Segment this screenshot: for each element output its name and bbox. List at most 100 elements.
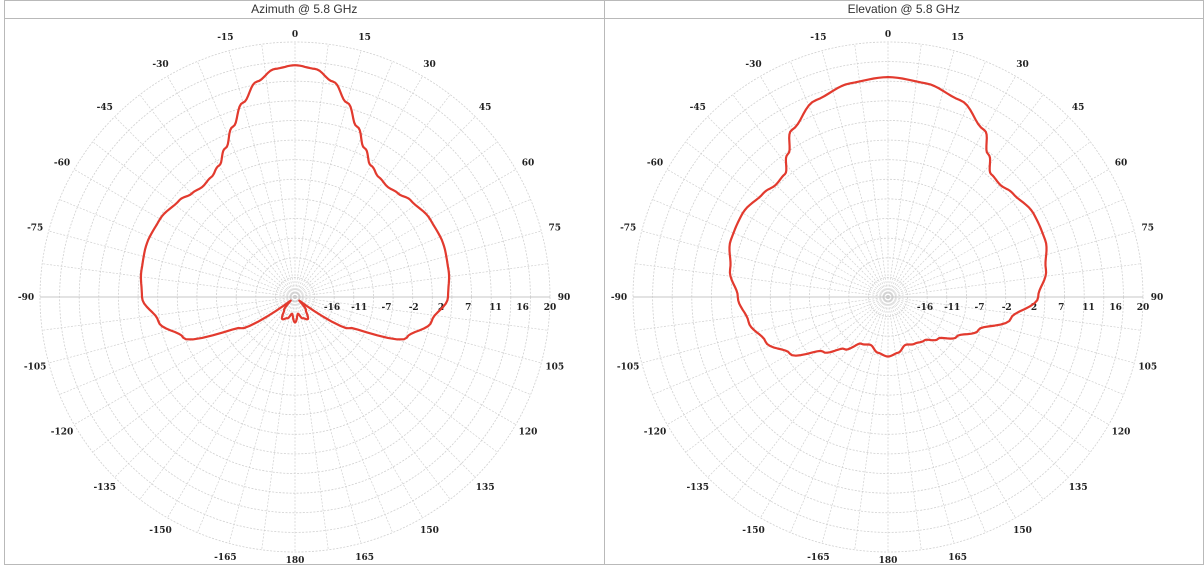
angle-tick-label: -90 [610, 293, 626, 303]
radial-tick-label: -2 [1001, 303, 1011, 313]
grid-spoke [262, 44, 295, 297]
angle-tick-label: 0 [884, 30, 890, 40]
radial-tick-label: 11 [489, 303, 502, 313]
angle-tick-label: 120 [519, 428, 538, 438]
grid-spoke [295, 231, 541, 297]
angle-tick-label: -75 [27, 223, 43, 233]
angle-tick-label: 105 [545, 363, 564, 373]
grid-spoke [790, 297, 888, 533]
grid-spoke [760, 297, 888, 518]
angle-tick-label: -30 [152, 60, 168, 70]
grid-spoke [295, 297, 548, 330]
angle-tick-label: 165 [355, 553, 374, 563]
radial-tick-label: -11 [944, 303, 960, 313]
radial-tick-label: -7 [382, 303, 392, 313]
angle-tick-label: 90 [1150, 293, 1163, 303]
angle-tick-label: -120 [51, 428, 74, 438]
radial-tick-label: 7 [465, 303, 471, 313]
angle-tick-label: 60 [1114, 159, 1127, 169]
grid-spoke [641, 231, 887, 297]
radial-tick-label: 7 [1058, 303, 1064, 313]
grid-spoke [888, 61, 986, 297]
grid-spoke [197, 61, 295, 297]
angle-tick-label: -150 [742, 526, 765, 536]
grid-spoke [888, 199, 1124, 297]
grid-spoke [822, 297, 888, 543]
grid-spoke [667, 297, 888, 425]
angle-tick-label: 75 [1141, 223, 1154, 233]
grid-spoke [74, 170, 295, 298]
grid-spoke [888, 297, 1016, 518]
grid-spoke [888, 231, 1134, 297]
grid-spoke [888, 297, 1068, 477]
angle-tick-label: -75 [620, 223, 636, 233]
angle-tick-label: -120 [643, 428, 666, 438]
angle-tick-label: 0 [292, 30, 298, 40]
grid-spoke [888, 297, 1109, 425]
radial-tick-label: 20 [1136, 303, 1149, 313]
grid-spoke [42, 297, 295, 330]
angle-tick-label: 15 [951, 33, 964, 43]
grid-spoke [707, 117, 887, 297]
angle-tick-label: -165 [214, 553, 237, 563]
angle-tick-label: 150 [420, 526, 439, 536]
grid-spoke [888, 76, 1016, 297]
grid-spoke [707, 297, 887, 477]
angle-tick-label: -135 [94, 483, 117, 493]
grid-spoke [888, 117, 1068, 297]
grid-spoke [295, 76, 423, 297]
grid-spoke [822, 51, 888, 297]
azimuth-title: Azimuth @ 5.8 GHz [5, 1, 605, 19]
grid-spoke [295, 170, 516, 298]
angle-tick-label: 150 [1013, 526, 1032, 536]
grid-spoke [295, 199, 531, 297]
grid-spoke [295, 297, 393, 533]
angle-tick-label: 135 [476, 483, 495, 493]
angle-tick-label: -150 [149, 526, 172, 536]
radial-tick-label: -11 [351, 303, 367, 313]
angle-tick-label: -45 [689, 103, 705, 113]
grid-spoke [168, 76, 296, 297]
grid-spoke [49, 231, 295, 297]
angle-tick-label: -135 [686, 483, 709, 493]
angle-tick-label: 30 [1016, 60, 1029, 70]
angle-tick-label: -105 [24, 363, 47, 373]
grid-spoke [59, 199, 295, 297]
grid-spoke [888, 297, 986, 533]
angle-tick-label: 75 [549, 223, 562, 233]
grid-spoke [295, 297, 361, 543]
grid-spoke [888, 51, 954, 297]
radial-tick-label: -7 [974, 303, 984, 313]
radial-tick-label: -16 [916, 303, 932, 313]
grid-spoke [295, 297, 516, 425]
grid-spoke [59, 297, 295, 395]
radial-tick-label: -16 [324, 303, 340, 313]
grid-spoke [854, 297, 887, 550]
angle-tick-label: -90 [18, 293, 34, 303]
charts-table: Azimuth @ 5.8 GHz Elevation @ 5.8 GHz 0 1… [4, 0, 1204, 565]
grid-spoke [667, 170, 888, 298]
angle-tick-label: -15 [810, 33, 826, 43]
grid-spoke [295, 61, 393, 297]
elevation-title: Elevation @ 5.8 GHz [604, 1, 1204, 19]
angle-tick-label: -105 [616, 363, 639, 373]
angle-tick-label: 15 [358, 33, 371, 43]
radial-tick-label: -2 [409, 303, 419, 313]
angle-tick-label: 165 [948, 553, 967, 563]
grid-spoke [652, 199, 888, 297]
angle-tick-label: 60 [522, 159, 535, 169]
grid-spoke [888, 297, 954, 543]
grid-spoke [641, 297, 887, 363]
grid-spoke [888, 170, 1109, 298]
grid-spoke [635, 297, 888, 330]
grid-spoke [295, 297, 475, 477]
angle-tick-label: 180 [878, 556, 897, 564]
radial-tick-label: 16 [1109, 303, 1122, 313]
grid-spoke [229, 51, 295, 297]
angle-tick-label: -60 [646, 159, 662, 169]
angle-tick-label: 90 [558, 293, 571, 303]
radial-tick-label: 20 [544, 303, 557, 313]
angle-tick-label: 45 [479, 103, 492, 113]
